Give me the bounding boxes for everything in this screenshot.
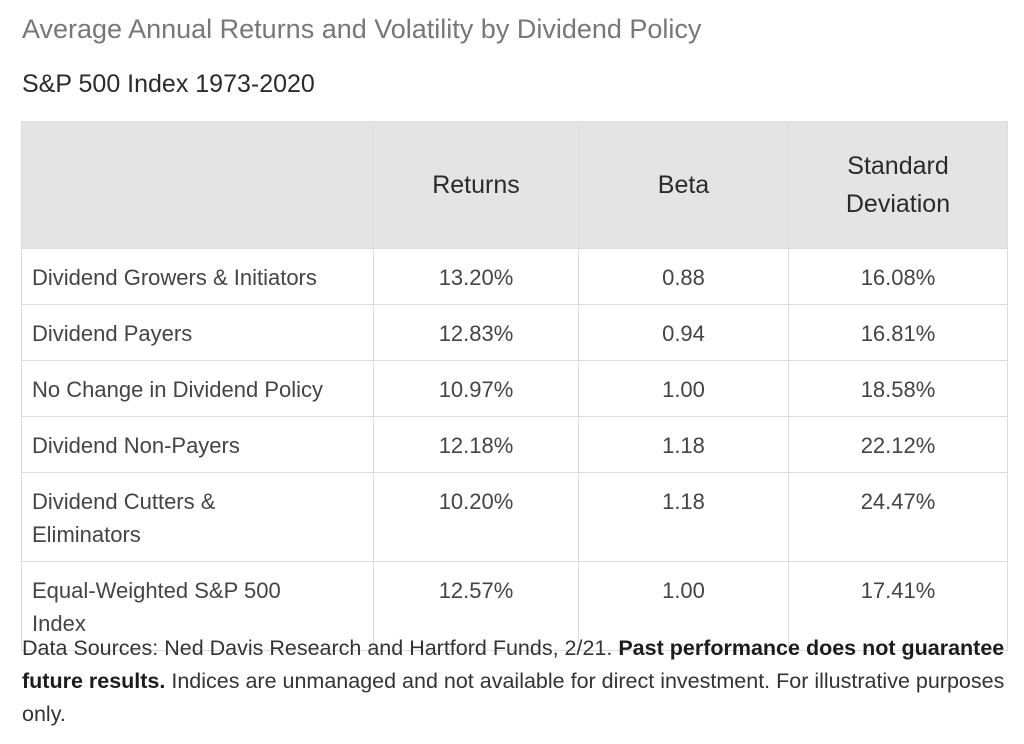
header-empty-cell [21,121,374,249]
returns-cell: 12.83% [373,304,579,361]
table-row: Dividend Cutters & Eliminators 10.20% 1.… [21,472,1008,562]
table-header-row: Returns Beta Standard Deviation [21,121,1008,249]
header-returns: Returns [373,121,579,249]
std-dev-cell: 22.12% [788,416,1008,473]
beta-cell: 1.18 [578,416,789,473]
row-label: No Change in Dividend Policy [21,360,374,417]
row-label: Equal-Weighted S&P 500 Index [21,561,374,651]
std-dev-cell: 18.58% [788,360,1008,417]
header-std-dev: Standard Deviation [788,121,1008,249]
footnote-disclaimer-bold: Past performance does not guarantee futu… [22,636,1005,693]
beta-cell: 1.00 [578,561,789,651]
table-row: Dividend Payers 12.83% 0.94 16.81% [21,304,1008,361]
returns-volatility-table: Returns Beta Standard Deviation Dividend… [21,121,1008,651]
row-label: Dividend Cutters & Eliminators [21,472,374,562]
returns-cell: 12.57% [373,561,579,651]
returns-cell: 10.20% [373,472,579,562]
beta-cell: 1.00 [578,360,789,417]
beta-cell: 0.94 [578,304,789,361]
chart-title: Average Annual Returns and Volatility by… [22,14,702,44]
beta-cell: 1.18 [578,472,789,562]
returns-cell: 10.97% [373,360,579,417]
std-dev-cell: 16.08% [788,248,1008,305]
table-row: Dividend Growers & Initiators 13.20% 0.8… [21,248,1008,305]
std-dev-cell: 16.81% [788,304,1008,361]
table-row: Dividend Non-Payers 12.18% 1.18 22.12% [21,416,1008,473]
std-dev-cell: 17.41% [788,561,1008,651]
header-beta: Beta [578,121,789,249]
table-row: Equal-Weighted S&P 500 Index 12.57% 1.00… [21,561,1008,651]
footnote: Data Sources: Ned Davis Research and Har… [22,632,1012,731]
row-label: Dividend Growers & Initiators [21,248,374,305]
returns-cell: 12.18% [373,416,579,473]
row-label: Dividend Non-Payers [21,416,374,473]
returns-cell: 13.20% [373,248,579,305]
row-label: Dividend Payers [21,304,374,361]
footnote-sources: Data Sources: Ned Davis Research and Har… [22,636,613,660]
footnote-disclaimer: Indices are unmanaged and not available … [22,669,1005,726]
chart-subtitle: S&P 500 Index 1973-2020 [22,70,315,98]
std-dev-cell: 24.47% [788,472,1008,562]
table-row: No Change in Dividend Policy 10.97% 1.00… [21,360,1008,417]
beta-cell: 0.88 [578,248,789,305]
